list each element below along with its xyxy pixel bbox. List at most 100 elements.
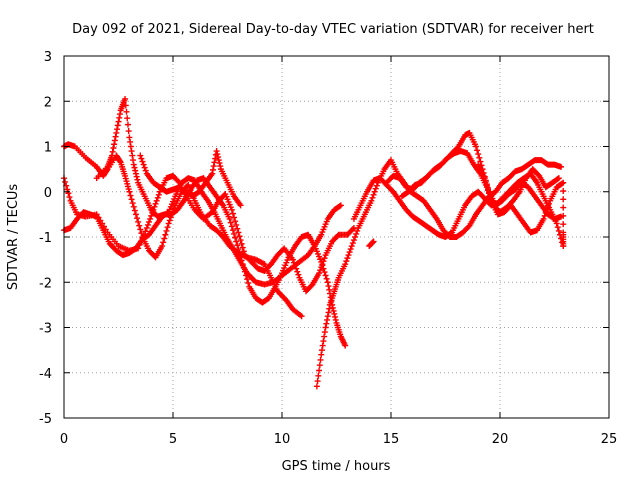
data-point <box>316 367 323 374</box>
data-point <box>553 220 560 227</box>
data-point <box>138 155 145 162</box>
data-point <box>349 226 356 233</box>
data-point <box>210 163 217 170</box>
data-point <box>487 194 494 201</box>
data-point <box>238 240 245 247</box>
data-point <box>240 264 247 271</box>
data-point <box>136 222 143 229</box>
data-point <box>114 126 121 133</box>
data-point <box>231 230 238 237</box>
data-point <box>110 145 117 152</box>
data-point <box>236 249 243 256</box>
data-point <box>128 148 135 155</box>
data-point <box>214 151 221 158</box>
data-point <box>352 234 359 240</box>
data-point <box>163 227 170 234</box>
data-point <box>236 233 243 240</box>
data-point <box>111 141 118 148</box>
data-point <box>289 256 296 263</box>
data-point <box>151 203 158 210</box>
data-point <box>165 220 172 227</box>
data-point <box>317 356 324 363</box>
data-point <box>332 313 339 320</box>
data-point <box>141 164 148 171</box>
data-point <box>332 316 339 323</box>
data-point <box>324 313 331 320</box>
data-point <box>336 203 343 210</box>
data-point <box>124 121 131 128</box>
ticks: 0 5 10 15 20 25 -5 -4 -3 -2 -1 0 1 2 3 <box>39 50 617 447</box>
data-point <box>114 122 121 129</box>
data-point <box>137 226 144 233</box>
data-point <box>233 238 240 245</box>
data-point <box>560 187 567 194</box>
data-point <box>238 257 245 264</box>
data-point <box>321 255 328 262</box>
data-point <box>234 242 241 249</box>
data-point <box>128 196 135 203</box>
data-point <box>558 163 565 170</box>
data-point <box>116 111 123 118</box>
data-point <box>294 268 301 275</box>
data-point <box>229 210 236 217</box>
chart-title: Day 092 of 2021, Sidereal Day-to-day VTE… <box>72 22 594 37</box>
data-point <box>319 262 326 269</box>
data-point <box>343 258 350 265</box>
series-track-3 <box>61 175 344 288</box>
data-point <box>153 197 160 204</box>
data-point <box>342 342 349 349</box>
data-point <box>164 224 171 231</box>
data-point <box>127 143 134 150</box>
data-point <box>350 237 357 244</box>
data-point <box>313 383 320 390</box>
data-point <box>147 215 154 222</box>
data-point <box>325 283 332 290</box>
data-point <box>321 329 328 336</box>
x-tick-label: 15 <box>383 432 400 447</box>
data-point <box>483 182 490 189</box>
data-point <box>239 261 246 268</box>
data-point <box>337 202 344 209</box>
data-point <box>315 372 322 379</box>
data-point <box>229 227 236 234</box>
x-tick-label: 25 <box>601 432 618 447</box>
data-point <box>485 186 492 193</box>
data-layer <box>61 95 567 390</box>
data-point <box>543 206 550 213</box>
data-point <box>308 282 315 289</box>
x-axis-label: GPS time / hours <box>282 459 391 474</box>
data-point <box>228 206 235 213</box>
data-point <box>154 194 161 201</box>
data-point <box>122 102 129 109</box>
y-tick-label: -2 <box>39 276 52 291</box>
data-point <box>560 212 567 219</box>
data-point <box>318 351 325 358</box>
y-tick-label: 3 <box>44 50 52 65</box>
data-point <box>554 175 561 182</box>
data-point <box>325 309 332 316</box>
data-point <box>160 239 167 246</box>
data-point <box>544 203 551 210</box>
data-point <box>123 108 130 115</box>
data-point <box>540 215 547 222</box>
data-point <box>232 218 239 225</box>
data-point <box>316 362 323 369</box>
data-point <box>130 161 137 168</box>
data-point <box>146 218 153 225</box>
data-point <box>322 272 329 279</box>
data-point <box>131 207 138 214</box>
data-point <box>368 197 375 204</box>
data-point <box>127 138 134 145</box>
data-point <box>370 238 377 245</box>
data-point <box>152 200 159 207</box>
data-point <box>111 137 118 144</box>
data-point <box>113 129 120 136</box>
series-track-6 <box>313 157 565 390</box>
data-point <box>231 214 238 221</box>
data-point <box>124 115 131 122</box>
data-point <box>209 166 216 173</box>
data-point <box>475 151 482 158</box>
data-point <box>155 191 162 198</box>
data-point <box>142 228 149 235</box>
